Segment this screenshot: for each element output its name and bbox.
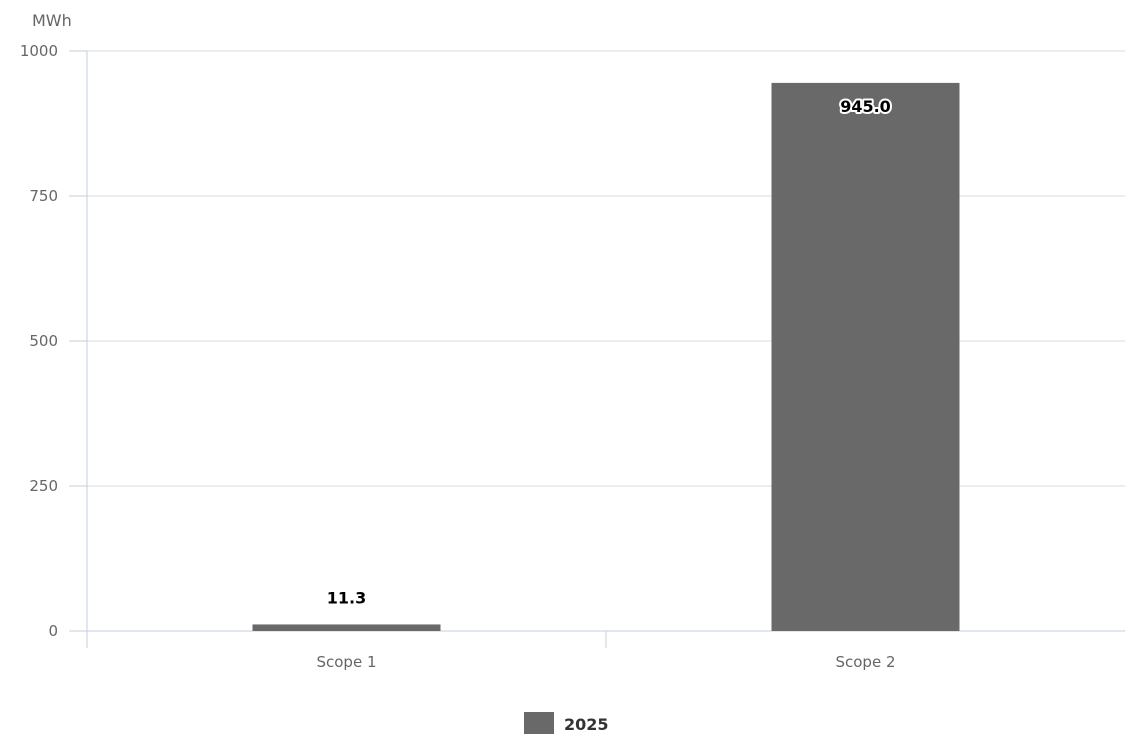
bars[interactable] bbox=[252, 82, 960, 631]
data-labels: 11.3 945.0 bbox=[327, 95, 893, 608]
x-axis: Scope 1 Scope 2 bbox=[316, 631, 896, 671]
bar-scope-1[interactable] bbox=[252, 624, 441, 631]
y-tick-label-500: 500 bbox=[29, 332, 58, 350]
data-label-scope-1: 11.3 bbox=[327, 588, 366, 607]
y-tick-label-250: 250 bbox=[29, 477, 58, 495]
y-axis-unit-label: MWh bbox=[32, 11, 72, 30]
y-tick-label-0: 0 bbox=[48, 622, 58, 640]
legend-swatch-2025[interactable] bbox=[524, 712, 554, 734]
x-tick-label-1: Scope 1 bbox=[316, 653, 376, 671]
data-label-scope-2: 945.0 bbox=[840, 97, 891, 116]
gridlines bbox=[87, 50, 1125, 632]
y-tick-label-750: 750 bbox=[29, 187, 58, 205]
legend[interactable]: 2025 bbox=[524, 712, 609, 734]
y-tick-label-1000: 1000 bbox=[20, 42, 58, 60]
x-tick-label-2: Scope 2 bbox=[835, 653, 895, 671]
legend-label-2025[interactable]: 2025 bbox=[564, 715, 609, 734]
y-axis: MWh 0 250 500 750 1000 bbox=[20, 11, 88, 648]
bar-scope-2[interactable] bbox=[771, 82, 960, 631]
